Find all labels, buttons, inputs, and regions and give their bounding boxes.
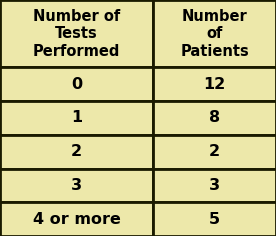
Bar bbox=[153, 0, 276, 67]
Bar bbox=[153, 67, 276, 101]
Text: 5: 5 bbox=[209, 212, 220, 227]
Bar bbox=[0, 0, 153, 67]
Text: 3: 3 bbox=[71, 178, 82, 193]
Text: Number of
Tests
Performed: Number of Tests Performed bbox=[33, 9, 120, 59]
Bar bbox=[0, 202, 153, 236]
Text: 3: 3 bbox=[209, 178, 220, 193]
Text: Number
of
Patients: Number of Patients bbox=[180, 9, 249, 59]
Text: 2: 2 bbox=[71, 144, 82, 159]
Bar bbox=[153, 135, 276, 169]
Text: 2: 2 bbox=[209, 144, 220, 159]
Text: 4 or more: 4 or more bbox=[33, 212, 121, 227]
Text: 1: 1 bbox=[71, 110, 82, 125]
Bar bbox=[153, 169, 276, 202]
Text: 0: 0 bbox=[71, 77, 82, 92]
Bar bbox=[0, 101, 153, 135]
Text: 8: 8 bbox=[209, 110, 220, 125]
Text: 12: 12 bbox=[203, 77, 226, 92]
Bar bbox=[0, 135, 153, 169]
Bar bbox=[153, 202, 276, 236]
Bar bbox=[0, 67, 153, 101]
Bar bbox=[0, 169, 153, 202]
Bar bbox=[153, 101, 276, 135]
